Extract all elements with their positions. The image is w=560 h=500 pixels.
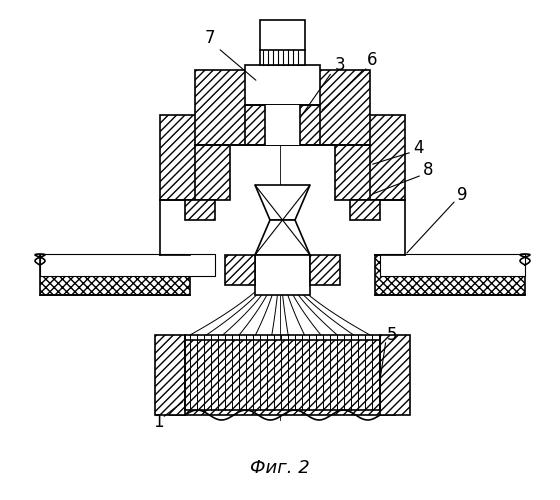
Bar	[185, 200, 215, 220]
Bar	[155, 335, 185, 415]
Bar	[160, 115, 230, 200]
Bar	[225, 255, 255, 285]
Text: Фиг. 2: Фиг. 2	[250, 459, 310, 477]
Text: 1: 1	[153, 413, 164, 431]
Bar	[170, 340, 395, 415]
Text: 9: 9	[457, 186, 467, 204]
Text: 4: 4	[413, 139, 423, 157]
Bar	[255, 255, 310, 295]
Bar	[195, 70, 370, 145]
Bar	[185, 335, 380, 410]
Bar	[40, 255, 190, 295]
Text: 8: 8	[423, 161, 433, 179]
Text: 6: 6	[367, 51, 377, 69]
Text: 7: 7	[205, 29, 215, 47]
Bar	[245, 65, 320, 105]
Bar	[350, 200, 380, 220]
Text: 3: 3	[335, 56, 346, 74]
Bar	[40, 254, 215, 276]
Text: 5: 5	[387, 326, 397, 344]
Polygon shape	[255, 220, 310, 255]
Bar	[380, 335, 410, 415]
Bar	[265, 105, 300, 145]
Polygon shape	[255, 185, 310, 220]
Bar	[260, 20, 305, 65]
Bar	[375, 255, 525, 295]
Bar	[380, 254, 525, 276]
Bar	[310, 255, 340, 285]
Bar	[335, 115, 405, 200]
